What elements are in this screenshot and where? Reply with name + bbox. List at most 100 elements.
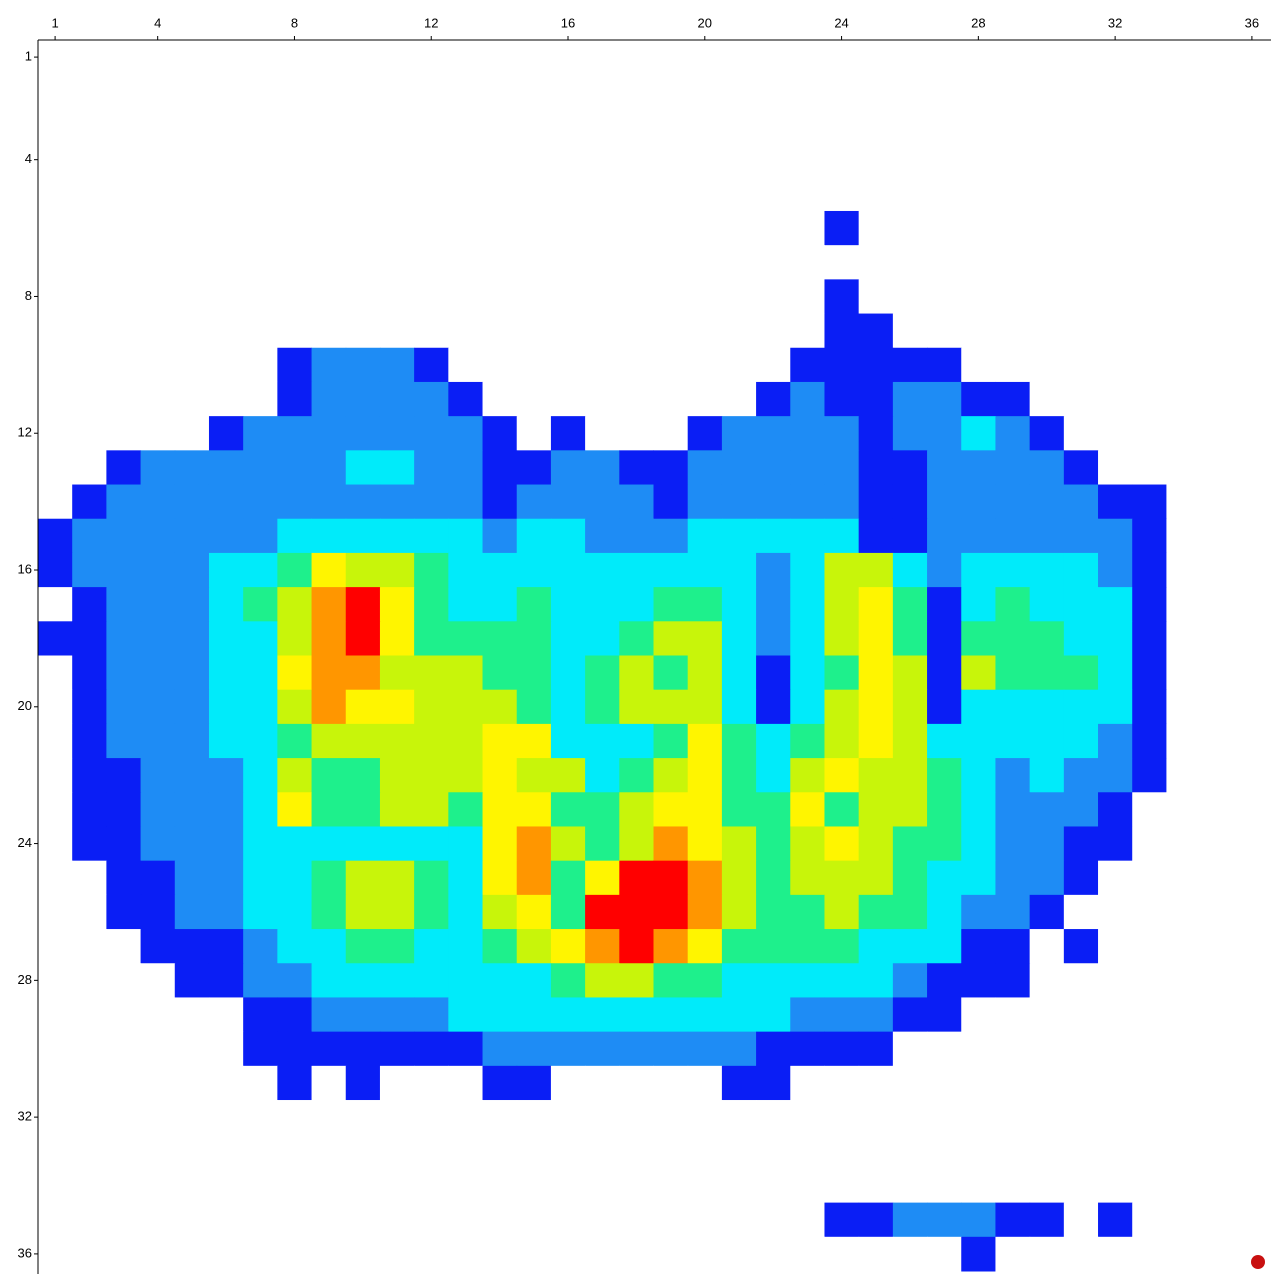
cell — [790, 929, 825, 964]
cell — [1029, 176, 1065, 212]
cell — [824, 450, 860, 486]
cell — [1234, 587, 1270, 622]
cell — [38, 108, 73, 144]
cell — [1132, 963, 1167, 998]
cell — [1098, 313, 1133, 349]
cell — [687, 894, 723, 930]
cell — [243, 587, 278, 622]
cell — [1132, 142, 1167, 178]
cell — [824, 40, 860, 75]
cell — [311, 963, 347, 998]
cell — [311, 929, 347, 964]
cell — [174, 381, 210, 417]
cell — [448, 929, 484, 964]
cell — [790, 1236, 825, 1272]
cell — [1029, 245, 1065, 280]
cell — [995, 1236, 1031, 1272]
cell — [619, 1168, 654, 1204]
cell — [653, 1168, 689, 1204]
cell — [38, 894, 73, 930]
cell — [174, 40, 210, 75]
cell — [1132, 450, 1167, 486]
cell — [72, 929, 107, 964]
cell — [721, 963, 757, 998]
cell — [790, 826, 825, 862]
cell — [448, 210, 484, 246]
cell — [1098, 997, 1133, 1033]
cell — [790, 1065, 825, 1101]
cell — [140, 381, 176, 417]
cell — [448, 176, 484, 212]
cell — [961, 655, 996, 691]
cell — [140, 552, 176, 588]
cell — [824, 484, 860, 520]
cell — [790, 40, 825, 75]
cell — [892, 381, 928, 417]
cell — [892, 723, 928, 759]
cell — [687, 758, 723, 793]
cell — [174, 245, 210, 280]
cell — [1132, 1236, 1167, 1272]
cell — [1029, 313, 1065, 349]
cell — [72, 1202, 107, 1238]
cell — [140, 1236, 176, 1272]
cell — [1166, 347, 1202, 383]
cell — [927, 1202, 962, 1238]
cell — [379, 484, 415, 520]
cell — [1132, 416, 1167, 451]
cell — [585, 313, 620, 349]
cell — [653, 518, 689, 554]
cell — [106, 723, 142, 759]
cell — [1200, 347, 1236, 383]
cell — [824, 1065, 860, 1101]
cell — [208, 176, 244, 212]
cell — [277, 210, 313, 246]
cell — [927, 929, 962, 964]
cell — [1166, 1202, 1202, 1238]
cell — [345, 723, 381, 759]
cell — [106, 1065, 142, 1101]
cell — [448, 826, 484, 862]
cell — [106, 894, 142, 930]
cell — [1132, 689, 1167, 725]
cell — [345, 381, 381, 417]
cell — [995, 894, 1031, 930]
cell — [482, 792, 518, 827]
cell — [550, 655, 586, 691]
cell — [174, 1134, 210, 1169]
cell — [1200, 1236, 1236, 1272]
cell — [379, 894, 415, 930]
cell — [927, 381, 962, 417]
cell — [448, 689, 484, 725]
cell — [858, 1031, 894, 1067]
cell — [550, 381, 586, 417]
cell — [1132, 723, 1167, 759]
x-tick-label: 1 — [51, 15, 58, 30]
cell — [858, 826, 894, 862]
cell — [106, 74, 142, 109]
x-tick-label: 20 — [698, 15, 712, 30]
cell — [687, 40, 723, 75]
cell — [653, 74, 689, 109]
cell — [790, 518, 825, 554]
cell — [414, 450, 449, 486]
cell — [1200, 1065, 1236, 1101]
cell — [927, 552, 962, 588]
cell — [174, 792, 210, 827]
cell — [619, 1134, 654, 1169]
cell — [1234, 1202, 1270, 1238]
cell — [379, 929, 415, 964]
cell — [379, 860, 415, 896]
cell — [414, 484, 449, 520]
cell — [961, 74, 996, 109]
cell — [756, 552, 791, 588]
cell — [414, 176, 449, 212]
cell — [345, 40, 381, 75]
cell — [1029, 484, 1065, 520]
cell — [448, 963, 484, 998]
cell — [516, 1202, 552, 1238]
cell — [756, 929, 791, 964]
cell — [516, 1168, 552, 1204]
cell — [756, 1065, 791, 1101]
cell — [790, 758, 825, 793]
